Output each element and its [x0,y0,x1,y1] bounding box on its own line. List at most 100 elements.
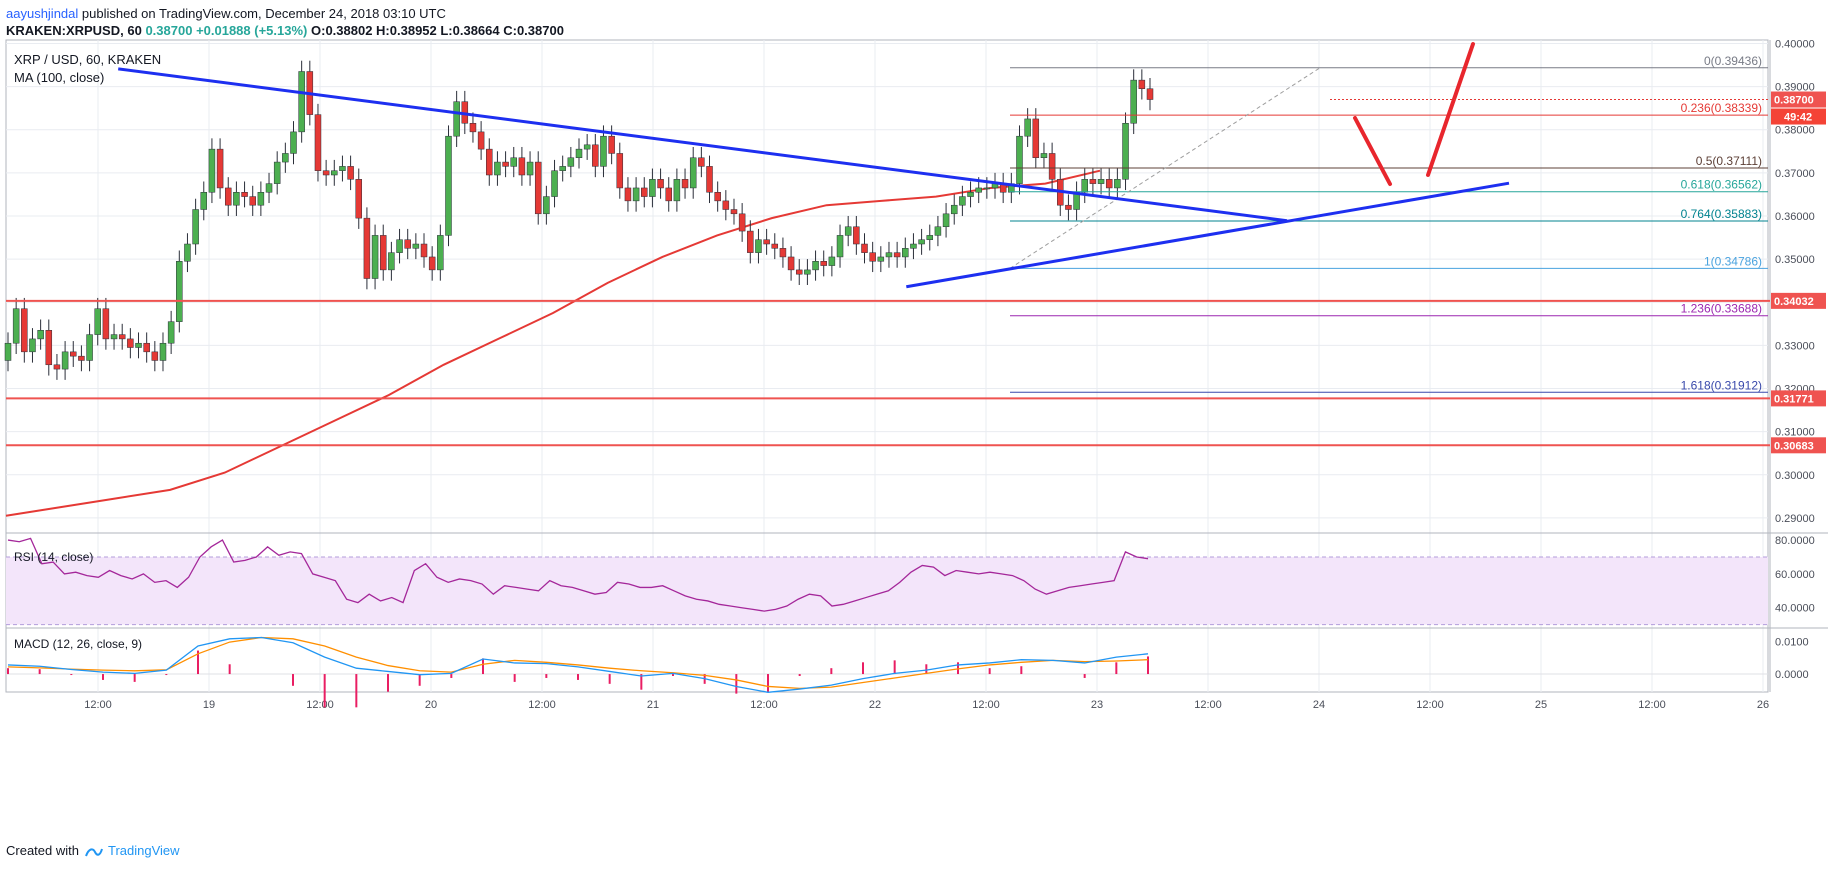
horizontal-level-tag [1771,390,1826,407]
time-axis-label: 12:00 [972,699,1000,711]
candle [942,203,950,238]
candle-body [363,217,371,279]
candle [902,237,909,268]
candle-body [1016,135,1023,184]
candle [347,155,354,191]
candle [502,151,509,178]
candle-body [241,192,248,197]
candle-body [143,342,150,353]
macd-line [7,636,1149,693]
candle [143,332,150,363]
candle-body [526,161,534,176]
candle [110,323,118,350]
candle-body [787,256,795,271]
candle-body [1138,79,1146,89]
candle [730,198,738,225]
forecast-arrow-down [1353,116,1392,186]
candle-body [812,261,819,271]
candle-body [265,183,273,193]
rsi-axis-label: 80.0000 [1775,535,1815,547]
candle [738,203,746,242]
candle-body [371,235,379,279]
candle-body [600,135,607,167]
candle-body [583,144,591,150]
candle-body [885,252,893,258]
candle [273,151,281,195]
time-axis-label: 12:00 [1194,699,1222,711]
time-axis-label: 24 [1313,699,1325,711]
candle [926,224,934,251]
candle-body [1105,179,1113,189]
candle-body [624,187,632,202]
price-axis-label: 0.33000 [1775,340,1815,352]
candle [779,237,787,268]
price-axis-label: 0.29000 [1775,513,1815,525]
rsi-legend: RSI (14, close) [14,550,93,564]
candle-body [665,187,672,202]
candle [396,228,403,264]
candle-body [290,131,297,154]
candle [747,220,754,264]
candle [714,181,721,212]
candle-body [176,261,183,322]
candle [861,233,868,264]
candle [290,121,297,165]
last-price: 0.38700 [145,23,193,38]
time-axis-label: 12:00 [528,699,556,711]
author-link[interactable]: aayushjindal [6,6,79,21]
candle [1130,69,1137,135]
candle-body [632,187,640,202]
candle-body [641,187,648,197]
candle-body [273,161,281,184]
candle-body [763,239,770,245]
candle [1048,142,1056,191]
candle [200,181,208,221]
ohlc-values: O:0.38802 H:0.38952 L:0.38664 C:0.38700 [311,23,564,38]
candle-body [543,196,550,215]
candle-body [355,179,363,219]
candle-body [12,308,20,344]
candle-body [159,342,167,361]
price-axis-label: 0.35000 [1775,254,1815,266]
candle-body [828,256,836,266]
candle-body [388,252,395,271]
candle [388,241,395,281]
candle [1065,194,1072,221]
candle-body [534,161,542,215]
price-axis-label: 0.38000 [1775,125,1815,137]
symbol-line: KRAKEN:XRPUSD, 60 0.38700 +0.01888 (+5.1… [6,23,564,38]
candle-body [950,204,958,215]
rsi-axis-label: 40.0000 [1775,603,1815,615]
candle-body [184,243,191,262]
candle-body [78,355,85,361]
candle-body [698,157,705,167]
candle-body [4,342,12,361]
candle [812,250,819,281]
countdown-label: 49:42 [1784,112,1812,124]
price-axis-label: 0.36000 [1775,211,1815,223]
tradingview-logo-icon [84,847,103,856]
candle-body [755,239,762,253]
time-axis-label: 26 [1757,699,1769,711]
candle [127,328,134,359]
fib-level-label: 0.618(0.36562) [1681,178,1762,192]
candle [404,228,411,260]
candle [363,207,371,290]
fib-level-label: 1.236(0.33688) [1681,302,1762,316]
time-axis-label: 19 [203,699,215,711]
candle [681,168,689,199]
candle-body [771,243,779,249]
candle [469,112,477,143]
candle [37,319,44,350]
price-axis-label: 0.39000 [1775,82,1815,94]
horizontal-level-tag [1771,292,1826,309]
candle-body [151,351,159,361]
candle-body [714,192,721,202]
price-axis-label: 0.37000 [1775,168,1815,180]
candle-body [469,122,477,133]
candle-body [502,161,509,167]
candle-body [983,187,991,190]
candle [298,60,305,143]
tradingview-brand-link[interactable]: TradingView [108,843,180,858]
